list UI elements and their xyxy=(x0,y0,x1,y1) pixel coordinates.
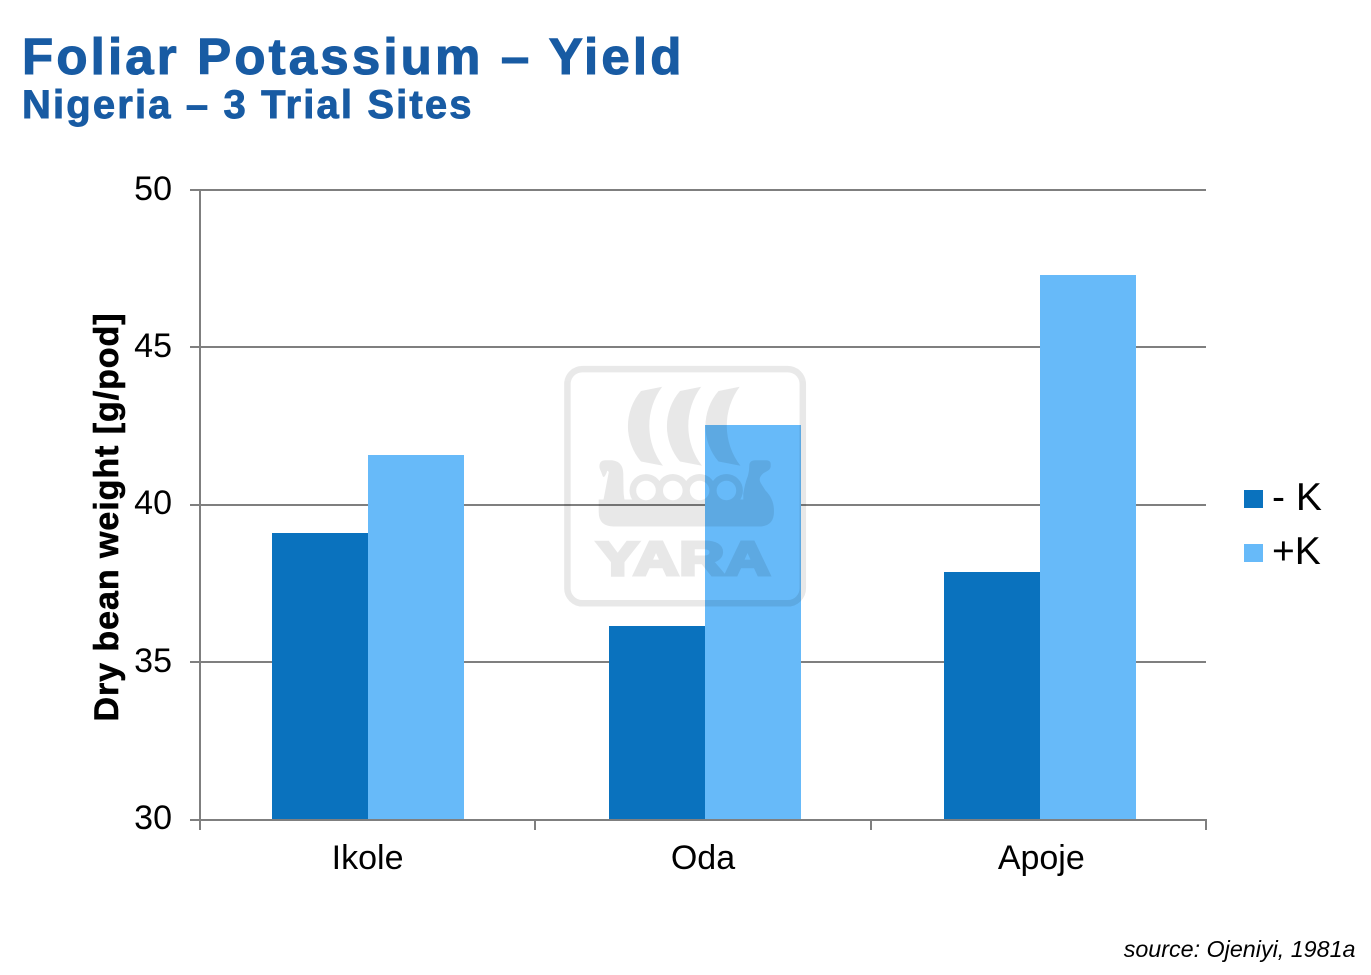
svg-text:YARA: YARA xyxy=(597,532,770,585)
